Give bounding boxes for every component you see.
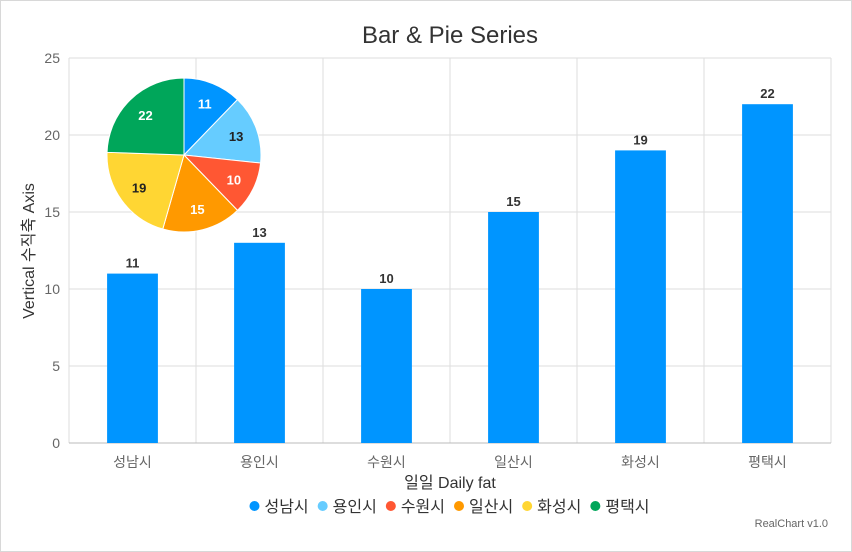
- pie-data-label: 22: [138, 108, 152, 123]
- legend-item: 일산시: [454, 498, 513, 516]
- legend-item: 성남시: [249, 498, 308, 516]
- legend-item: 평택시: [590, 498, 649, 516]
- x-tick-label: 평택시: [748, 454, 787, 470]
- bar-data-label: 10: [379, 271, 393, 286]
- x-tick-label: 성남시: [113, 454, 152, 470]
- bar-data-label: 15: [506, 194, 520, 209]
- legend-item: 용인시: [318, 498, 377, 516]
- bar: [615, 150, 666, 443]
- legend-label: 일산시: [469, 498, 513, 516]
- pie-data-label: 13: [229, 129, 243, 144]
- x-axis-title: 일일 Daily fat: [404, 474, 496, 492]
- legend-item: 수원시: [386, 498, 445, 516]
- bar: [742, 104, 793, 443]
- legend-marker: [386, 501, 396, 511]
- y-tick-label: 25: [44, 50, 60, 66]
- legend: 성남시 용인시 수원시 일산시 화성시 평택시: [249, 498, 649, 516]
- legend-label: 화성시: [537, 498, 581, 516]
- chart-title: Bar & Pie Series: [362, 22, 538, 49]
- legend-item: 화성시: [522, 498, 581, 516]
- bar: [107, 274, 158, 443]
- x-tick-label: 수원시: [367, 454, 406, 470]
- y-tick-label: 10: [44, 281, 60, 297]
- bar-data-label: 11: [126, 256, 140, 271]
- y-axis-title: Vertical 수직축 Axis: [20, 183, 38, 319]
- bar: [234, 243, 285, 443]
- legend-marker: [590, 501, 600, 511]
- y-tick-label: 20: [44, 127, 60, 143]
- bar: [361, 289, 412, 443]
- pie-data-label: 15: [190, 202, 204, 217]
- y-tick-label: 5: [52, 358, 60, 374]
- y-tick-label: 0: [52, 435, 60, 451]
- pie-series: 11 13 10 15 19 22: [107, 78, 261, 232]
- x-tick-label: 용인시: [240, 454, 279, 470]
- legend-marker: [454, 501, 464, 511]
- bar-data-label: 22: [760, 86, 774, 101]
- pie-data-label: 10: [227, 172, 241, 187]
- legend-marker: [249, 501, 259, 511]
- legend-label: 용인시: [333, 498, 377, 516]
- legend-marker: [522, 501, 532, 511]
- bar-data-label: 13: [252, 225, 266, 240]
- y-tick-label: 15: [44, 204, 60, 220]
- pie-data-label: 11: [198, 97, 212, 112]
- pie-data-label: 19: [132, 181, 146, 196]
- bar-data-label: 19: [633, 132, 647, 147]
- credit-label: RealChart v1.0: [755, 518, 828, 530]
- legend-label: 수원시: [401, 498, 445, 516]
- bar: [488, 212, 539, 443]
- legend-label: 평택시: [605, 498, 649, 516]
- x-tick-label: 화성시: [621, 454, 660, 470]
- x-tick-label: 일산시: [494, 454, 533, 470]
- legend-label: 성남시: [264, 498, 308, 516]
- legend-marker: [318, 501, 328, 511]
